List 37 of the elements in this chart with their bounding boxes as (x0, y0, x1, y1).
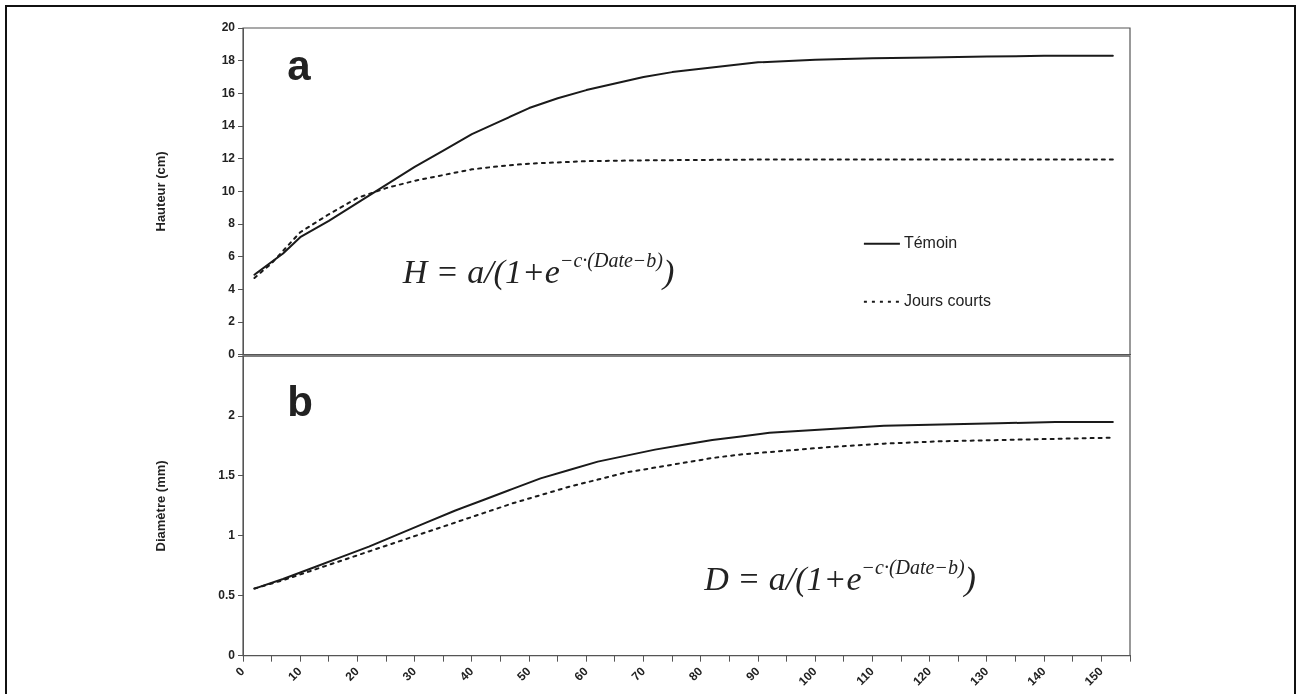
x-tick-label: 120 (910, 664, 935, 689)
y-tick-label: 0 (228, 347, 236, 362)
y-tick-label: 4 (228, 281, 236, 296)
x-tick-label: 100 (795, 664, 820, 689)
y-tick-label: 6 (228, 249, 236, 264)
legend-label: Témoin (903, 234, 958, 252)
y-tick-label: 12 (221, 151, 236, 166)
x-tick-label: 150 (1081, 664, 1107, 689)
x-tick-label: 90 (743, 664, 763, 684)
y-tick-label: 0.5 (218, 588, 236, 603)
y-tick-label: 2 (228, 408, 236, 423)
y-tick-label: 0 (228, 647, 236, 662)
annotation: a (287, 42, 312, 90)
y-tick-label: 16 (221, 85, 236, 100)
annotation: b (287, 378, 314, 426)
y-tick-label: 1.5 (218, 468, 236, 483)
x-tick-label: 70 (628, 664, 649, 684)
y-axis-title: Hauteur (cm) (153, 151, 169, 232)
x-tick-label: 110 (853, 664, 878, 688)
y-tick-label: 20 (221, 20, 236, 35)
y-tick-label: 14 (221, 118, 236, 133)
y-tick-label: 18 (221, 52, 236, 67)
x-tick-label: 10 (285, 664, 305, 684)
x-tick-label: 130 (967, 664, 992, 689)
y-tick-label: 2 (228, 314, 236, 329)
x-tick-label: 30 (399, 664, 420, 684)
x-tick-label: 20 (342, 664, 363, 684)
x-tick-label: 60 (571, 664, 592, 684)
x-tick-label: 50 (514, 664, 534, 684)
x-tick-label: 140 (1024, 664, 1049, 689)
legend-label: Jours courts (903, 292, 992, 310)
y-tick-label: 1 (228, 528, 236, 543)
y-tick-label: 10 (221, 183, 236, 198)
y-tick-label: 8 (228, 216, 236, 231)
x-tick-label: 80 (685, 664, 706, 684)
x-tick-label: 40 (457, 664, 477, 684)
y-axis-title: Diamètre (mm) (153, 460, 169, 552)
